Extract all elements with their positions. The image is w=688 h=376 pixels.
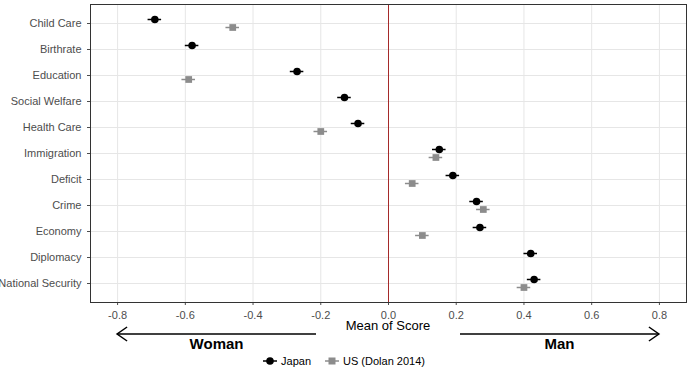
svg-text:Diplomacy: Diplomacy [30,251,82,263]
svg-text:National Security: National Security [0,277,82,289]
svg-text:Economy: Economy [36,225,82,237]
svg-text:Woman: Woman [190,335,244,350]
svg-text:-0.8: -0.8 [108,309,127,321]
svg-text:Mean of Score: Mean of Score [346,318,431,333]
svg-text:-0.2: -0.2 [311,309,330,321]
svg-text:Child Care: Child Care [30,17,82,29]
html-text:US (Dolan 2014): US (Dolan 2014) [343,355,425,367]
svg-text:0.6: 0.6 [584,309,599,321]
svg-text:Man: Man [544,335,574,350]
svg-text:Immigration: Immigration [24,147,81,159]
svg-text:-0.6: -0.6 [176,309,195,321]
svg-text:Crime: Crime [52,199,81,211]
svg-text:Education: Education [33,69,82,81]
svg-text:Birthrate: Birthrate [40,43,82,55]
svg-text:0.8: 0.8 [652,309,667,321]
svg-text:-0.4: -0.4 [244,309,263,321]
svg-text:0.4: 0.4 [516,309,531,321]
svg-text:0.0: 0.0 [380,309,397,322]
html-text:Japan: Japan [281,355,311,367]
svg-text:0.2: 0.2 [449,309,464,321]
svg-text:Health Care: Health Care [23,121,82,133]
svg-text:Social Welfare: Social Welfare [11,95,82,107]
svg-text:Deficit: Deficit [51,173,82,185]
